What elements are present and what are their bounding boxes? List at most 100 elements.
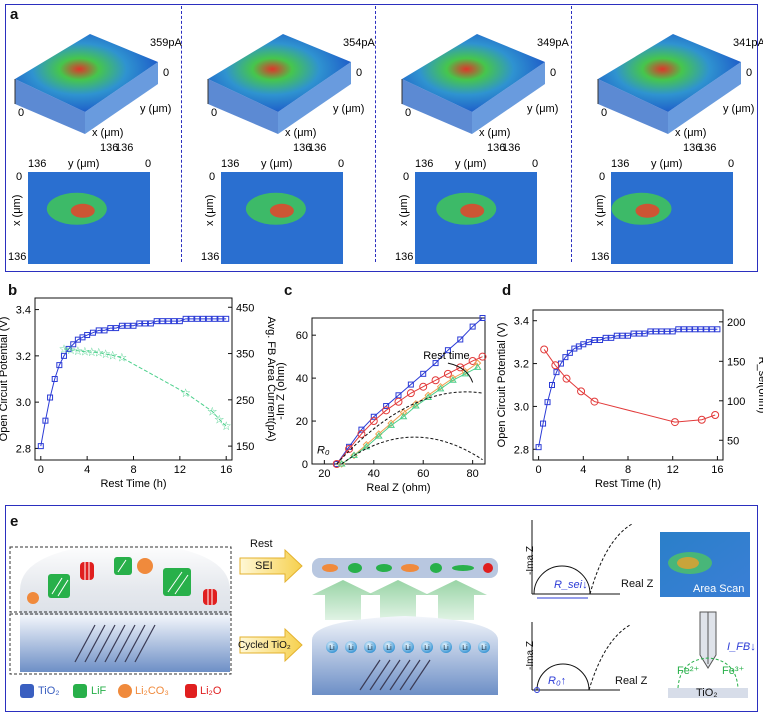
cycled-arrow <box>239 627 303 663</box>
data-point <box>590 397 599 406</box>
map-axis-label: y (μm) <box>651 158 682 170</box>
data-point: ☆ <box>214 412 225 426</box>
nyq-top-arc <box>533 565 591 595</box>
scan-axis-label: 349pA <box>537 37 569 49</box>
data-point <box>200 315 207 322</box>
tio2-substrate <box>668 688 748 698</box>
cycled-label: Cycled TiO₂ <box>238 640 291 651</box>
scan-axis-label: y (μm) <box>333 103 364 115</box>
data-point <box>535 444 542 451</box>
data-point <box>84 332 91 339</box>
panel-label-d: d <box>502 282 512 299</box>
data-point <box>130 322 137 329</box>
y-tick-label: 0 <box>302 459 308 471</box>
data-point <box>479 315 486 321</box>
nyq-top-ylabel: -Ima Z <box>524 546 536 575</box>
map-axis-label: 0 <box>403 171 409 183</box>
scan-axis-label: 0 <box>356 67 362 79</box>
flux-arrow <box>425 580 487 620</box>
panel-label-c: c <box>284 282 293 299</box>
data-point <box>165 318 172 325</box>
x-tick-label: 0 <box>536 464 542 476</box>
li2co3-particle <box>27 592 39 604</box>
scan-axis-label: x (μm) <box>285 127 316 139</box>
x-axis-title: Rest Time (h) <box>595 478 661 490</box>
li-ion <box>478 641 490 653</box>
panel-e-frame <box>5 505 758 712</box>
scan-axis-label: 341pA <box>733 37 763 49</box>
data-point <box>37 443 44 450</box>
map-axis-label: 136 <box>28 158 46 170</box>
y-tick-label: 2.8 <box>16 443 31 455</box>
panel-a-divider <box>375 6 376 262</box>
scan-axis-label: 136 <box>502 142 520 154</box>
li-ion <box>421 641 433 653</box>
data-point <box>118 322 125 329</box>
x-tick-label: 40 <box>368 468 380 480</box>
data-point <box>680 326 687 333</box>
data-point <box>456 363 465 372</box>
data-point <box>383 403 390 410</box>
data-point <box>70 341 77 348</box>
data-point <box>562 354 569 361</box>
hatch-lines <box>74 624 156 663</box>
lif-block <box>48 574 70 598</box>
data-point <box>619 332 626 339</box>
data-point <box>431 376 440 385</box>
legend-lif: LiF <box>91 685 107 697</box>
data-point <box>411 402 420 409</box>
data-point <box>147 320 154 327</box>
data-point <box>602 334 609 341</box>
scan-axis-label: 0 <box>550 67 556 79</box>
map-axis-label: 136 <box>591 251 609 263</box>
data-point <box>664 328 671 335</box>
scan-axis-label: 136 <box>683 142 701 154</box>
data-point <box>697 415 706 424</box>
data-point <box>358 426 365 433</box>
data-point <box>56 362 63 369</box>
li-ion-label: Li <box>386 645 392 652</box>
data-point: ☆ <box>86 345 97 359</box>
scan-axis-label: 0 <box>746 67 752 79</box>
data-point <box>591 337 598 343</box>
y-axis-title: Open Circuit Potential (V) <box>496 323 508 448</box>
li2o-block <box>203 589 217 605</box>
data-point <box>473 359 482 367</box>
map-axis-label: 136 <box>8 251 26 263</box>
series-line <box>336 317 483 465</box>
data-point <box>544 399 551 406</box>
y2-tick-label: 200 <box>727 317 745 329</box>
x-tick-label: 12 <box>667 464 679 476</box>
y2-tick-label: 100 <box>727 396 745 408</box>
data-point <box>399 408 408 417</box>
data-point: ☆ <box>207 404 218 418</box>
map-axis-label: 0 <box>209 171 215 183</box>
fe2-label: Fe²⁺ <box>677 665 700 677</box>
map-axis-label: 0 <box>145 158 151 170</box>
data-point: ☆ <box>66 343 77 357</box>
data-point <box>357 429 366 438</box>
data-point <box>703 326 710 333</box>
li-ion-label: Li <box>481 645 487 652</box>
data-point <box>420 370 427 377</box>
li-ion-label: Li <box>405 645 411 652</box>
map-axis-label: x (μm) <box>594 195 606 226</box>
map-axis-label: x (μm) <box>11 195 23 226</box>
data-point <box>562 374 571 383</box>
y-tick-label: 3.4 <box>16 305 31 317</box>
li-ion-label: Li <box>462 645 468 652</box>
data-point <box>194 315 201 322</box>
data-point <box>625 332 631 339</box>
y2-tick-label: 150 <box>236 441 254 453</box>
li-ion-label: Li <box>348 645 354 652</box>
data-point <box>47 394 54 401</box>
data-point <box>580 341 587 348</box>
data-point: ☆ <box>180 386 191 400</box>
legend-tio2: TiO₂ <box>38 685 60 697</box>
nyq-top-xlabel: Real Z <box>621 578 654 590</box>
data-point <box>205 315 212 322</box>
data-point <box>585 339 592 346</box>
data-point <box>60 352 67 359</box>
scan-axis-label: 136 <box>308 142 326 154</box>
